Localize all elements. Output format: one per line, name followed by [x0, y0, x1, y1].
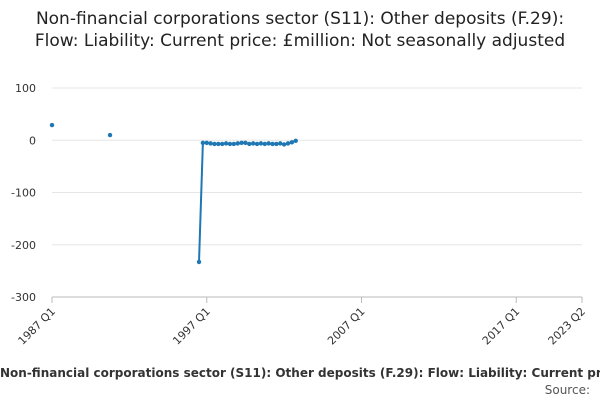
data-point[interactable] — [49, 122, 55, 128]
data-point[interactable] — [196, 259, 202, 265]
x-tick-label: 2017 Q1 — [480, 305, 523, 348]
data-point[interactable] — [216, 141, 221, 147]
x-tick-label: 2007 Q1 — [325, 305, 368, 348]
y-tick-label: -300 — [11, 291, 36, 304]
legend-label: Non-financial corporations sector (S11):… — [0, 366, 600, 380]
data-point[interactable] — [262, 141, 267, 147]
data-point[interactable] — [239, 140, 244, 146]
x-tick-label: 1997 Q1 — [170, 305, 213, 348]
data-point[interactable] — [204, 140, 209, 146]
data-point[interactable] — [281, 142, 287, 147]
data-point[interactable] — [243, 140, 248, 146]
data-point[interactable] — [227, 141, 233, 147]
data-point[interactable] — [107, 132, 113, 138]
data-point[interactable] — [223, 141, 229, 146]
y-tick-label: 100 — [15, 82, 36, 95]
data-point[interactable] — [293, 138, 298, 143]
data-point[interactable] — [258, 141, 264, 146]
data-point[interactable] — [254, 141, 260, 147]
y-tick-label: 0 — [29, 134, 36, 147]
data-point[interactable] — [250, 141, 256, 146]
x-tick-label: 1987 Q1 — [16, 305, 59, 348]
data-point[interactable] — [285, 141, 291, 146]
x-tick-label: 2023 Q2 — [546, 305, 589, 348]
source-label: Source: — [544, 383, 590, 397]
data-point[interactable] — [247, 141, 252, 147]
data-point[interactable] — [231, 141, 237, 147]
data-point[interactable] — [274, 141, 279, 147]
y-tick-label: -100 — [11, 187, 36, 200]
data-point[interactable] — [270, 141, 275, 147]
data-point[interactable] — [289, 140, 295, 145]
data-point[interactable] — [208, 141, 213, 146]
data-point[interactable] — [200, 140, 206, 146]
chart-title: Non-financial corporations sector (S11):… — [34, 9, 566, 51]
y-tick-label: -200 — [11, 239, 36, 252]
data-point[interactable] — [212, 141, 217, 147]
data-point[interactable] — [278, 141, 283, 146]
data-point[interactable] — [235, 141, 240, 146]
series-line — [198, 139, 297, 263]
data-point[interactable] — [266, 141, 271, 146]
data-point[interactable] — [220, 141, 225, 147]
